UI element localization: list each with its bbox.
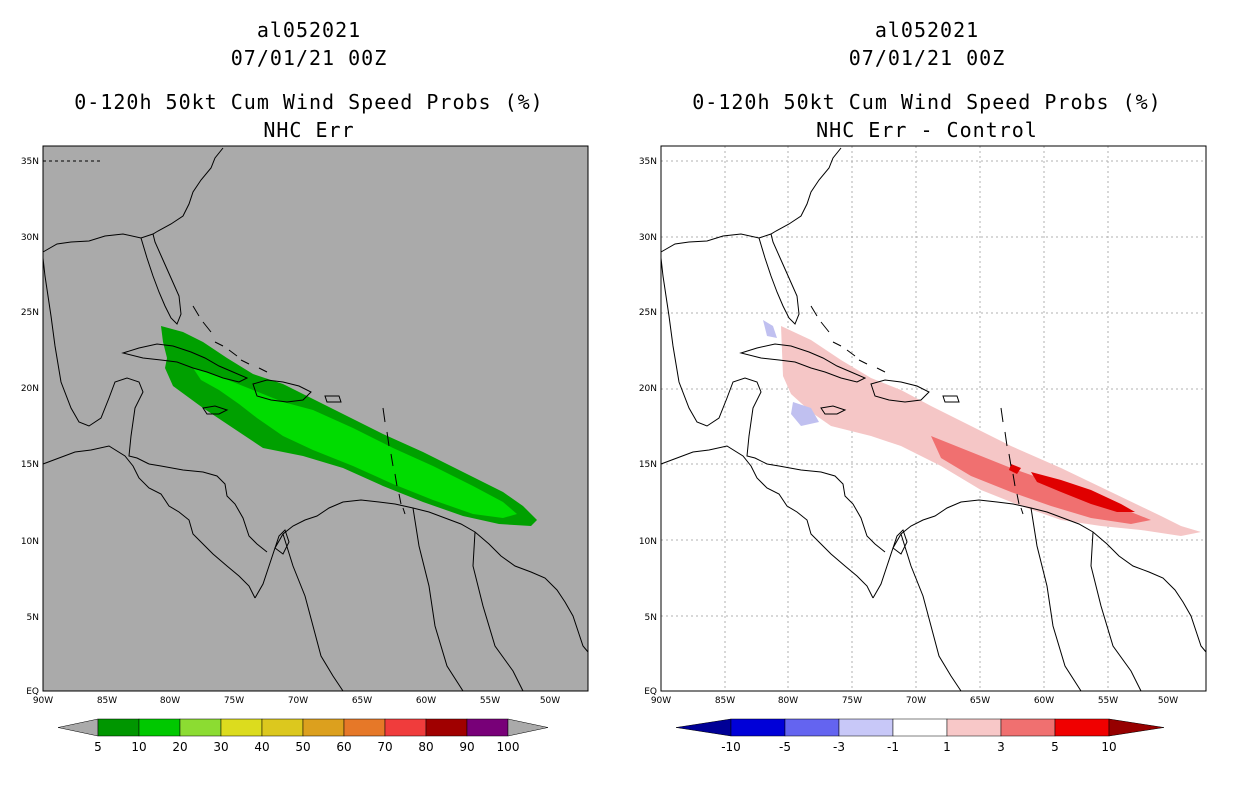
right-cb-label: 1 (943, 740, 951, 754)
r-lat-tick-25n: 25N (639, 308, 657, 318)
r-lon-tick-75w: 75W (842, 696, 862, 706)
lon-tick-70w: 70W (288, 696, 308, 706)
lat-tick-10n: 10N (21, 537, 39, 547)
right-map-svg: 90W 85W 80W 75W 70W 65W 60W 55W 50W EQ 5… (639, 145, 1207, 754)
left-cb-box (97, 718, 140, 737)
right-cb-high-end (1108, 718, 1165, 737)
lon-tick-55w: 55W (480, 696, 500, 706)
right-subtitle: NHC Err - Control (816, 118, 1038, 142)
right-cb-box (784, 718, 840, 737)
r-lon-tick-55w: 55W (1098, 696, 1118, 706)
right-cb-label: 10 (1101, 740, 1116, 754)
right-storm-id: al052021 (874, 18, 980, 42)
r-lon-tick-85w: 85W (715, 696, 735, 706)
right-cb-low-end (675, 718, 732, 737)
right-cb-label: -3 (833, 740, 845, 754)
right-cb-label: -10 (721, 740, 741, 754)
right-map-panel: al052021 07/01/21 00Z 0-120h 50kt Cum Wi… (618, 0, 1236, 800)
left-cb-box (425, 718, 468, 737)
lon-tick-85w: 85W (97, 696, 117, 706)
r-lat-tick-15n: 15N (639, 460, 657, 470)
left-cb-box (343, 718, 386, 737)
right-cb-box (730, 718, 786, 737)
left-cb-label: 5 (94, 740, 102, 754)
left-subtitle: NHC Err (263, 118, 355, 142)
left-cb-label: 30 (213, 740, 228, 754)
lon-tick-65w: 65W (352, 696, 372, 706)
lat-tick-35n: 35N (21, 157, 39, 167)
lat-tick-30n: 30N (21, 233, 39, 243)
right-cb-label: 3 (997, 740, 1005, 754)
right-datetime: 07/01/21 00Z (848, 46, 1006, 70)
lat-tick-5n: 5N (27, 613, 39, 623)
lat-tick-20n: 20N (21, 384, 39, 394)
right-product-title: 0-120h 50kt Cum Wind Speed Probs (%) (692, 90, 1162, 114)
left-cb-low-end (57, 718, 99, 737)
left-colorbar: 5 10 20 30 40 50 60 70 80 90 100 (57, 718, 549, 754)
left-cb-label: 70 (377, 740, 392, 754)
right-map-grid (661, 146, 1206, 691)
right-cb-label: 5 (1051, 740, 1059, 754)
left-cb-box (302, 718, 345, 737)
right-diff-swath-1 (781, 326, 1201, 536)
left-cb-label: 10 (131, 740, 146, 754)
left-cb-box (466, 718, 509, 737)
right-cb-box (1000, 718, 1056, 737)
lon-tick-60w: 60W (416, 696, 436, 706)
r-lon-tick-60w: 60W (1034, 696, 1054, 706)
right-cb-box (1054, 718, 1110, 737)
left-datetime: 07/01/21 00Z (230, 46, 388, 70)
lon-tick-75w: 75W (224, 696, 244, 706)
r-lat-tick-eq: EQ (644, 687, 657, 697)
left-cb-box (220, 718, 263, 737)
left-cb-label: 80 (418, 740, 433, 754)
lon-tick-90w: 90W (33, 696, 53, 706)
left-product-title: 0-120h 50kt Cum Wind Speed Probs (%) (74, 90, 544, 114)
right-diff-swath-neg (763, 320, 819, 426)
right-cb-label: -1 (887, 740, 899, 754)
r-lon-tick-80w: 80W (778, 696, 798, 706)
left-cb-label: 100 (497, 740, 520, 754)
left-cb-label: 60 (336, 740, 351, 754)
r-lat-tick-30n: 30N (639, 233, 657, 243)
r-lon-tick-70w: 70W (906, 696, 926, 706)
left-cb-box (179, 718, 222, 737)
lon-tick-80w: 80W (160, 696, 180, 706)
left-prob-swath-20 (193, 368, 517, 518)
r-lat-tick-20n: 20N (639, 384, 657, 394)
r-lon-tick-65w: 65W (970, 696, 990, 706)
left-cb-label: 20 (172, 740, 187, 754)
right-cb-label: -5 (779, 740, 791, 754)
right-colorbar: -10 -5 -3 -1 1 3 5 10 (675, 718, 1165, 754)
left-cb-high-end (507, 718, 549, 737)
lon-tick-50w: 50W (540, 696, 560, 706)
left-cb-box (138, 718, 181, 737)
r-lon-tick-90w: 90W (651, 696, 671, 706)
left-map-panel: al052021 07/01/21 00Z 0-120h 50kt Cum Wi… (21, 18, 589, 754)
lat-tick-15n: 15N (21, 460, 39, 470)
left-cb-box (384, 718, 427, 737)
left-cb-label: 40 (254, 740, 269, 754)
r-lon-tick-50w: 50W (1158, 696, 1178, 706)
r-lat-tick-5n: 5N (645, 613, 657, 623)
left-cb-box (261, 718, 304, 737)
left-cb-label: 50 (295, 740, 310, 754)
right-cb-box (892, 718, 948, 737)
right-diff-swath-5 (1009, 464, 1135, 512)
lat-tick-eq: EQ (26, 687, 39, 697)
right-cb-box (946, 718, 1002, 737)
right-cb-box (838, 718, 894, 737)
r-lat-tick-10n: 10N (639, 537, 657, 547)
r-lat-tick-35n: 35N (639, 157, 657, 167)
left-map-svg: 90W 85W 80W 75W 70W 65W 60W 55W 50W EQ 5… (21, 145, 589, 754)
left-storm-id: al052021 (256, 18, 362, 42)
lat-tick-25n: 25N (21, 308, 39, 318)
left-cb-label: 90 (459, 740, 474, 754)
